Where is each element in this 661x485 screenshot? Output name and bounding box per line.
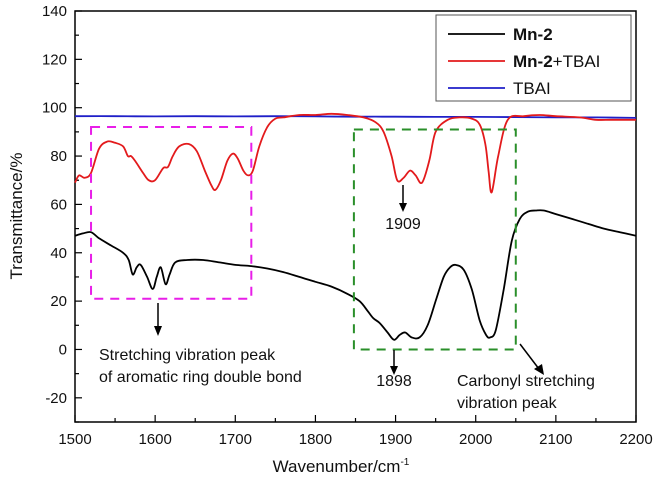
legend-label: TBAI bbox=[513, 79, 551, 98]
y-tick-label: -20 bbox=[45, 390, 67, 407]
y-tick-label: 140 bbox=[42, 3, 67, 20]
legend-box bbox=[435, 14, 632, 102]
label-aromatic-line2: of aromatic ring double bond bbox=[99, 369, 302, 386]
legend-label-rest: +TBAI bbox=[553, 52, 601, 71]
x-tick-label: 1500 bbox=[58, 431, 91, 448]
x-axis-label: Wavenumber/cm-1 bbox=[273, 457, 410, 476]
x-tick-label: 1900 bbox=[379, 431, 412, 448]
legend-label: Mn-2+TBAI bbox=[513, 52, 600, 71]
y-tick-label: 100 bbox=[42, 100, 67, 117]
y-axis-label: Transmittance/% bbox=[7, 153, 26, 280]
y-tick-label: 20 bbox=[50, 293, 67, 310]
x-tick-label: 1600 bbox=[138, 431, 171, 448]
carbonyl-region-box bbox=[352, 128, 517, 351]
label-1909: 1909 bbox=[385, 216, 421, 233]
x-tick-label: 2100 bbox=[539, 431, 572, 448]
x-tick-label: 1700 bbox=[219, 431, 252, 448]
series-group bbox=[74, 112, 637, 341]
annotations: 1909 1898 Stretching vibration peak of a… bbox=[90, 126, 595, 412]
y-tick-label: 0 bbox=[59, 341, 67, 358]
aromatic-region-box bbox=[90, 126, 253, 300]
legend-label-bold: Mn-2 bbox=[513, 52, 553, 71]
series-line-mn-2 bbox=[74, 209, 637, 341]
y-tick-label: 120 bbox=[42, 51, 67, 68]
y-tick-label: 60 bbox=[50, 196, 67, 213]
label-1898: 1898 bbox=[376, 373, 412, 390]
y-tick-label: 40 bbox=[50, 245, 67, 262]
label-carbonyl-line2: vibration peak bbox=[457, 395, 558, 412]
arrow-aromatic-head bbox=[154, 326, 162, 336]
label-carbonyl-line1: Carbonyl stretching bbox=[457, 373, 595, 390]
arrow-1898-head bbox=[390, 366, 398, 375]
arrow-carbonyl bbox=[519, 343, 540, 370]
x-tick-label: 2200 bbox=[619, 431, 652, 448]
y-tick-label: 80 bbox=[50, 148, 67, 165]
x-tick-label: 2000 bbox=[459, 431, 492, 448]
arrow-carbonyl-head bbox=[534, 364, 544, 375]
x-tick-label: 1800 bbox=[299, 431, 332, 448]
x-axis-label-text: Wavenumber/cm bbox=[273, 457, 401, 476]
axes: 1500 1600 1700 1800 1900 2000 2100 2200 -20 0 20 40… bbox=[42, 3, 653, 448]
legend-label-bold: Mn-2 bbox=[513, 25, 553, 44]
x-axis-label-sup: -1 bbox=[400, 457, 409, 468]
legend-label: Mn-2 bbox=[513, 25, 553, 44]
series-line-mn-2-tbai bbox=[74, 112, 636, 194]
legend-label-rest: TBAI bbox=[513, 79, 551, 98]
label-aromatic-line1: Stretching vibration peak bbox=[99, 347, 276, 364]
arrow-1909-head bbox=[399, 203, 407, 212]
